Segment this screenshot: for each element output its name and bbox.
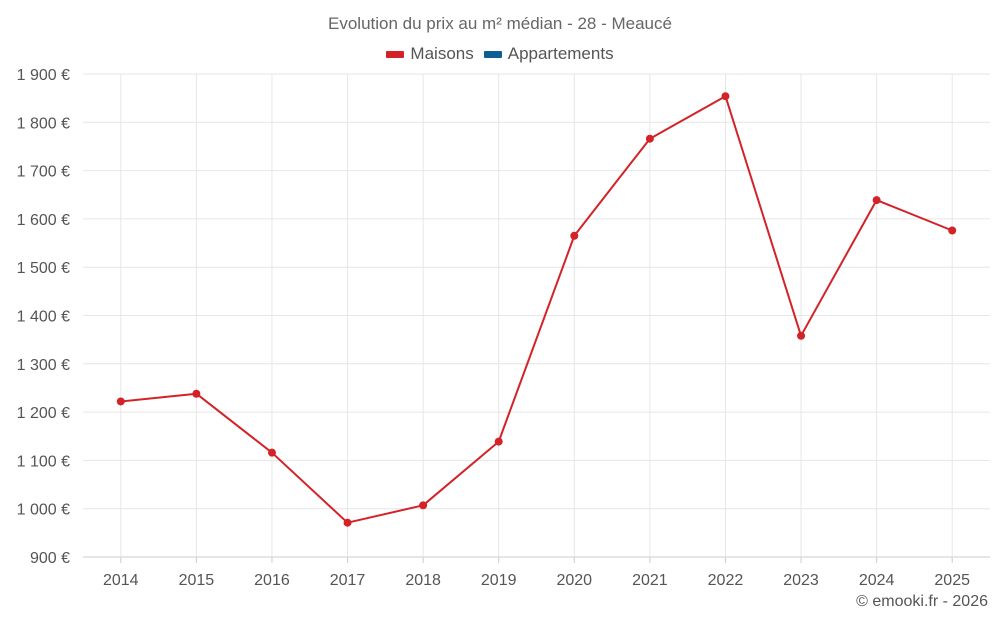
data-point-maisons (192, 389, 201, 398)
x-tick-label: 2018 (405, 572, 441, 589)
x-tick-label: 2020 (556, 572, 592, 589)
y-tick-label: 1 900 € (17, 67, 70, 84)
data-point-maisons (419, 501, 428, 510)
y-tick-label: 900 € (30, 550, 70, 567)
data-point-maisons (948, 226, 957, 235)
legend-item-maisons[interactable]: Maisons (386, 44, 474, 64)
x-tick-label: 2019 (481, 572, 517, 589)
x-tick-label: 2016 (254, 572, 290, 589)
data-point-maisons (343, 518, 352, 527)
credit-text: © emooki.fr - 2026 (856, 593, 988, 610)
x-tick-label: 2021 (632, 572, 668, 589)
data-point-maisons (721, 92, 730, 101)
data-point-maisons (570, 231, 579, 240)
y-tick-label: 1 500 € (17, 260, 70, 277)
legend-swatch-appartements (483, 50, 502, 58)
legend-swatch-maisons (386, 50, 405, 58)
y-tick-label: 1 300 € (17, 357, 70, 374)
series-line-maisons (120, 95, 953, 524)
chart-title: Evolution du prix au m² médian - 28 - Me… (328, 14, 672, 33)
x-tick-label: 2022 (708, 572, 744, 589)
y-tick-label: 1 700 € (17, 164, 70, 181)
y-tick-label: 1 600 € (17, 212, 70, 229)
data-point-maisons (494, 437, 503, 446)
legend-label-maisons: Maisons (410, 44, 474, 63)
x-tick-label: 2014 (103, 572, 139, 589)
legend-item-appartements[interactable]: Appartements (483, 44, 614, 64)
y-tick-label: 1 000 € (17, 502, 70, 519)
x-tick-label: 2015 (179, 572, 215, 589)
data-point-maisons (645, 134, 654, 143)
y-tick-label: 1 400 € (17, 309, 70, 326)
legend-label-appartements: Appartements (507, 44, 614, 63)
legend: Maisons Appartements (0, 44, 1000, 64)
x-tick-label: 2024 (859, 572, 895, 589)
data-point-maisons (116, 397, 125, 406)
x-tick-label: 2017 (330, 572, 366, 589)
y-tick-label: 1 200 € (17, 405, 70, 422)
x-tick-label: 2025 (934, 572, 970, 589)
y-tick-label: 1 100 € (17, 453, 70, 470)
data-point-maisons (797, 331, 806, 340)
x-tick-label: 2023 (783, 572, 819, 589)
data-point-maisons (267, 448, 276, 457)
data-point-maisons (872, 196, 881, 205)
y-tick-label: 1 800 € (17, 115, 70, 132)
